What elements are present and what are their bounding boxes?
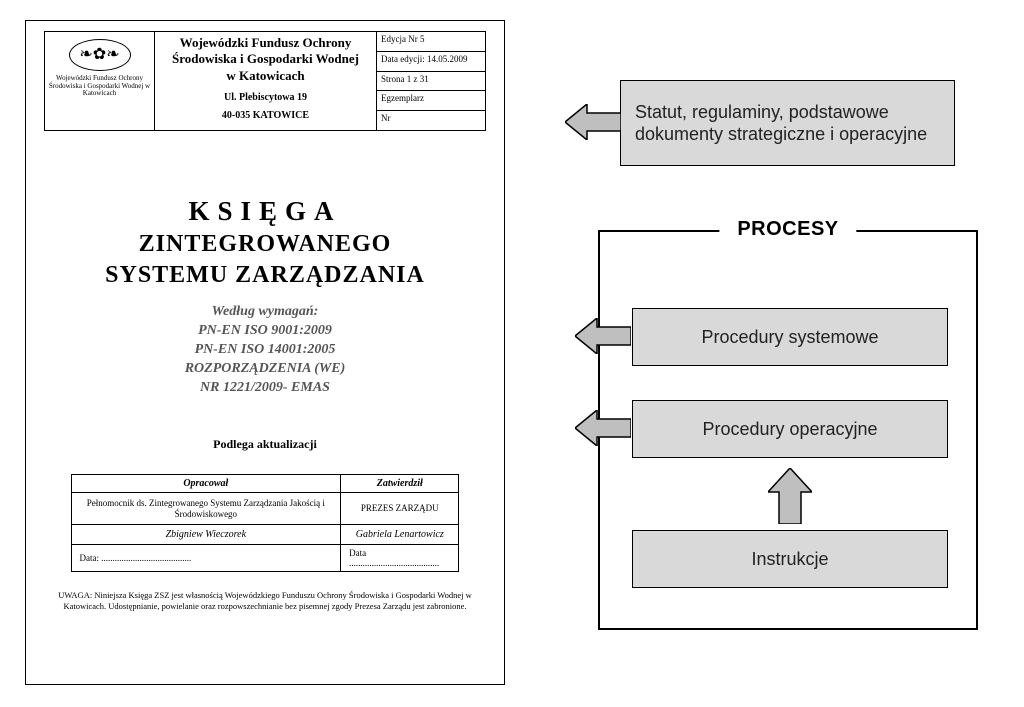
title-l3: SYSTEMU ZARZĄDZANIA — [44, 262, 486, 289]
document-footnote: UWAGA: Niniejsza Księga ZSZ jest własnoś… — [44, 590, 486, 610]
signtable-name1: Zbigniew Wieczorek — [71, 525, 341, 545]
signtable-role2: PREZES ZARZĄDU — [341, 493, 459, 525]
signtable-date2: Data ...................................… — [341, 545, 459, 572]
addr-line1: Ul. Plebiscytowa 19 — [159, 92, 372, 105]
procesy-label: PROCESY — [719, 218, 856, 241]
header-logo-cell: ❧✿❧ Wojewódzki Fundusz Ochrony Środowisk… — [45, 32, 155, 130]
arrow-left-icon — [575, 318, 631, 354]
arrow-left-icon — [565, 104, 621, 140]
arrow-left-icon — [575, 410, 631, 446]
meta-page: Strona 1 z 31 — [377, 72, 485, 92]
box-op-label: Procedury operacyjne — [702, 418, 877, 441]
signtable-h1: Opracował — [71, 475, 341, 493]
box-statut: Statut, regulaminy, podstawowe dokumenty… — [620, 80, 955, 166]
org-line1: Wojewódzki Fundusz Ochrony — [159, 35, 372, 51]
signature-table: Opracował Zatwierdził Pełnomocnik ds. Zi… — [71, 474, 460, 572]
arrow-up-icon — [768, 468, 812, 524]
update-note: Podlega aktualizacji — [44, 437, 486, 452]
box-instrukcje: Instrukcje — [632, 530, 948, 588]
header-center-cell: Wojewódzki Fundusz Ochrony Środowiska i … — [155, 32, 377, 130]
logo-caption: Wojewódzki Fundusz Ochrony Środowiska i … — [48, 75, 151, 98]
addr-line2: 40-035 KATOWICE — [159, 110, 372, 123]
meta-nr: Nr — [377, 111, 485, 130]
box-ins-label: Instrukcje — [751, 548, 828, 571]
header-meta-cell: Edycja Nr 5 Data edycji: 14.05.2009 Stro… — [377, 32, 485, 130]
signtable-name2: Gabriela Lenartowicz — [341, 525, 459, 545]
meta-edition: Edycja Nr 5 — [377, 32, 485, 52]
sub-s3: ROZPORZĄDZENIA (WE) — [44, 360, 486, 379]
title-l2: ZINTEGROWANEGO — [44, 231, 486, 258]
meta-copy: Egzemplarz — [377, 91, 485, 111]
box-procedury-operacyjne: Procedury operacyjne — [632, 400, 948, 458]
org-line2: Środowiska i Gospodarki Wodnej — [159, 51, 372, 67]
diagram-area: Statut, regulaminy, podstawowe dokumenty… — [535, 20, 999, 687]
sub-s4: NR 1221/2009- EMAS — [44, 379, 486, 398]
signtable-h2: Zatwierdził — [341, 475, 459, 493]
box-procedury-systemowe: Procedury systemowe — [632, 308, 948, 366]
title-l1: KSIĘGA — [44, 196, 486, 227]
org-line3: w Katowicach — [159, 68, 372, 84]
document-page: ❧✿❧ Wojewódzki Fundusz Ochrony Środowisk… — [25, 20, 505, 685]
signtable-role1: Pełnomocnik ds. Zintegrowanego Systemu Z… — [71, 493, 341, 525]
logo-icon: ❧✿❧ — [69, 39, 131, 71]
signtable-date1: Data: ..................................… — [71, 545, 341, 572]
meta-date: Data edycji: 14.05.2009 — [377, 52, 485, 72]
sub-s2: PN-EN ISO 14001:2005 — [44, 341, 486, 360]
box-statut-label: Statut, regulaminy, podstawowe dokumenty… — [635, 101, 940, 146]
sub-intro: Według wymagań: — [44, 303, 486, 322]
document-subtitle: Według wymagań: PN-EN ISO 9001:2009 PN-E… — [44, 303, 486, 397]
document-title: KSIĘGA ZINTEGROWANEGO SYSTEMU ZARZĄDZANI… — [44, 196, 486, 289]
sub-s1: PN-EN ISO 9001:2009 — [44, 322, 486, 341]
document-header: ❧✿❧ Wojewódzki Fundusz Ochrony Środowisk… — [44, 31, 486, 131]
box-sys-label: Procedury systemowe — [701, 326, 878, 349]
page-container: ❧✿❧ Wojewódzki Fundusz Ochrony Środowisk… — [0, 0, 1024, 707]
